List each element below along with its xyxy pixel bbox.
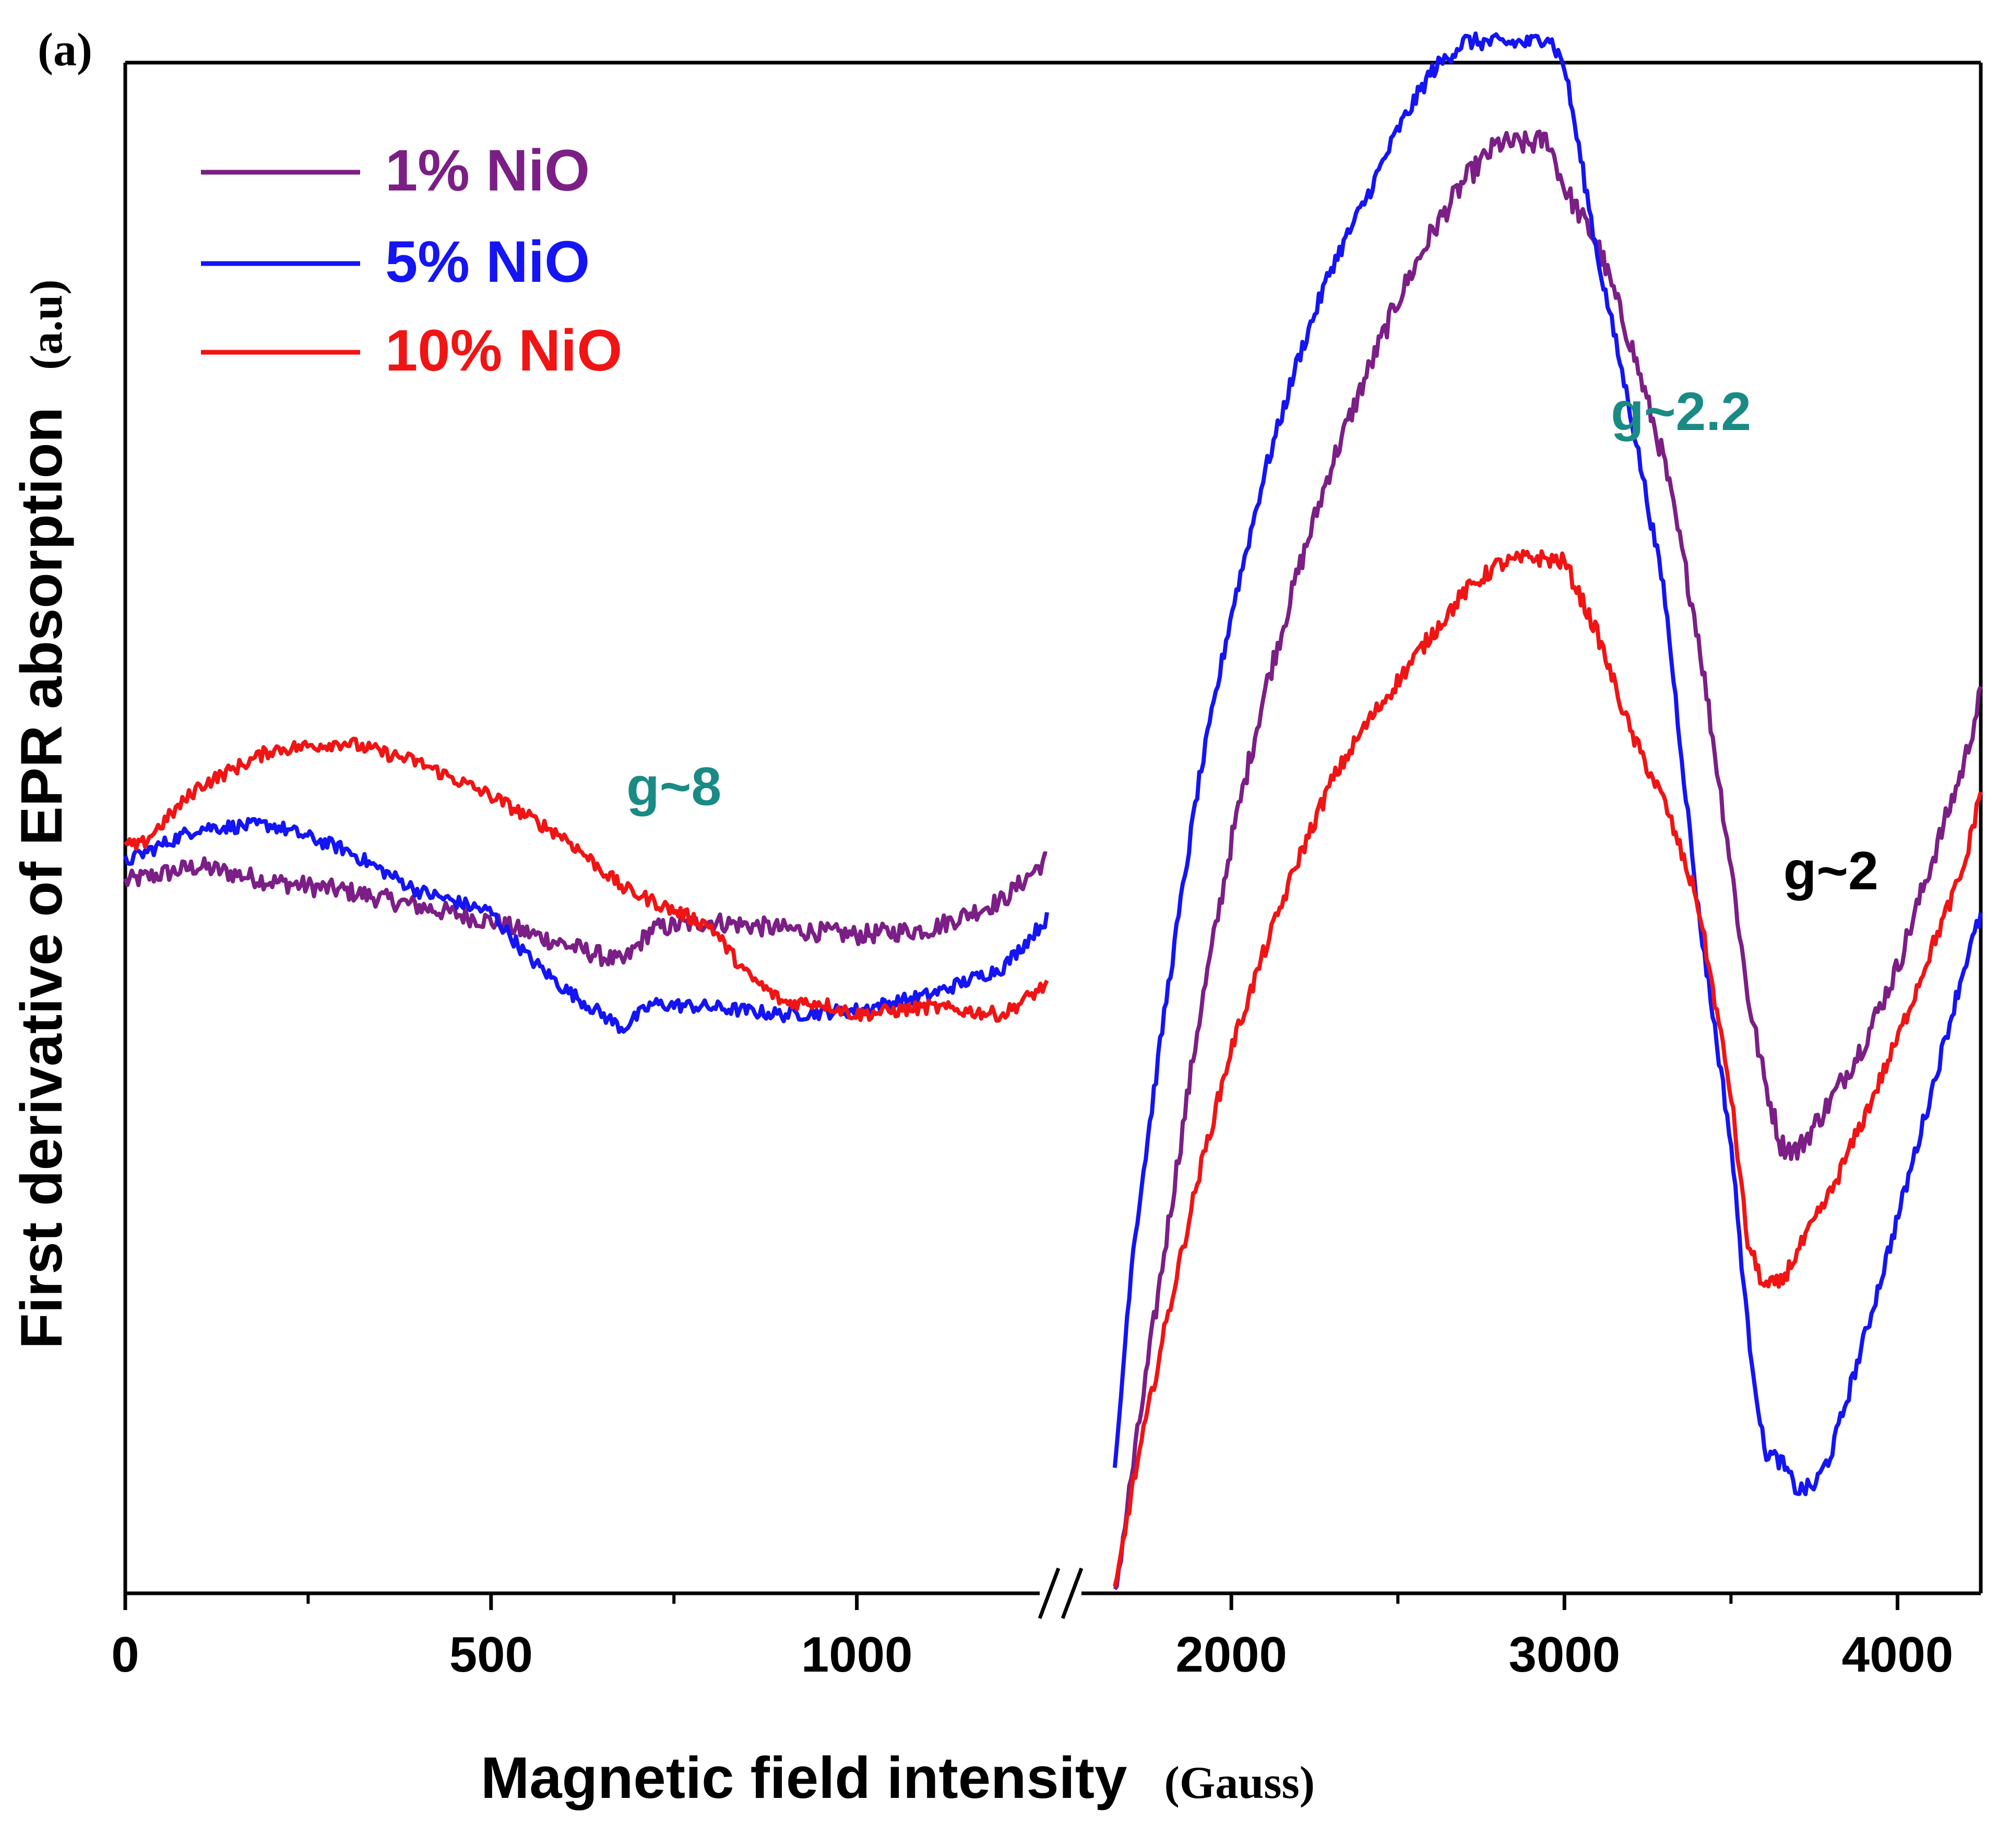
legend: 1% NiO 5% NiO 10% NiO [201, 138, 622, 383]
x-axis-unit: (Gauss) [1164, 1758, 1315, 1808]
legend-label: 10% NiO [385, 318, 622, 383]
axis-break-mark [1038, 1567, 1061, 1619]
x-axis-title: Magnetic field intensity (Gauss) [481, 1745, 1315, 1810]
x-tick-label: 2000 [1175, 1627, 1287, 1683]
series-1-nio [123, 129, 1983, 1591]
legend-label: 1% NiO [385, 138, 590, 203]
series-line [123, 851, 1048, 968]
axis-break-mark [1061, 1567, 1084, 1619]
series-line [1113, 129, 1983, 1591]
x-axis-ticks: 0 500 1000 2000 3000 4000 [111, 1593, 1953, 1683]
series-line [123, 817, 1049, 1034]
y-axis-title: First derivative of EPR absorption (a.u) [9, 279, 74, 1349]
series-5-nio [123, 31, 1983, 1496]
x-tick-label: 500 [449, 1627, 533, 1683]
x-tick-label: 4000 [1842, 1627, 1954, 1683]
panel-label: (a) [38, 24, 92, 76]
annotation-label: g~2 [1783, 841, 1878, 901]
annotations: g~8 g~2.2 g~2 [626, 381, 1878, 901]
x-tick-label: 3000 [1509, 1627, 1621, 1683]
y-axis-label: First derivative of EPR absorption [9, 407, 74, 1349]
axis-break-marks [1038, 1567, 1084, 1619]
legend-label: 5% NiO [385, 229, 590, 294]
x-tick-label: 0 [111, 1627, 139, 1683]
x-tick-label: 1000 [801, 1627, 913, 1683]
series-10-nio [123, 549, 1983, 1587]
y-axis-unit: (a.u) [21, 279, 72, 370]
annotation-label: g~2.2 [1611, 381, 1751, 442]
series-line [1112, 549, 1983, 1587]
series-line [1112, 31, 1983, 1496]
data-series [123, 31, 1983, 1591]
x-axis-label: Magnetic field intensity [481, 1745, 1127, 1810]
annotation-label: g~8 [626, 757, 721, 817]
series-line [123, 736, 1049, 1023]
